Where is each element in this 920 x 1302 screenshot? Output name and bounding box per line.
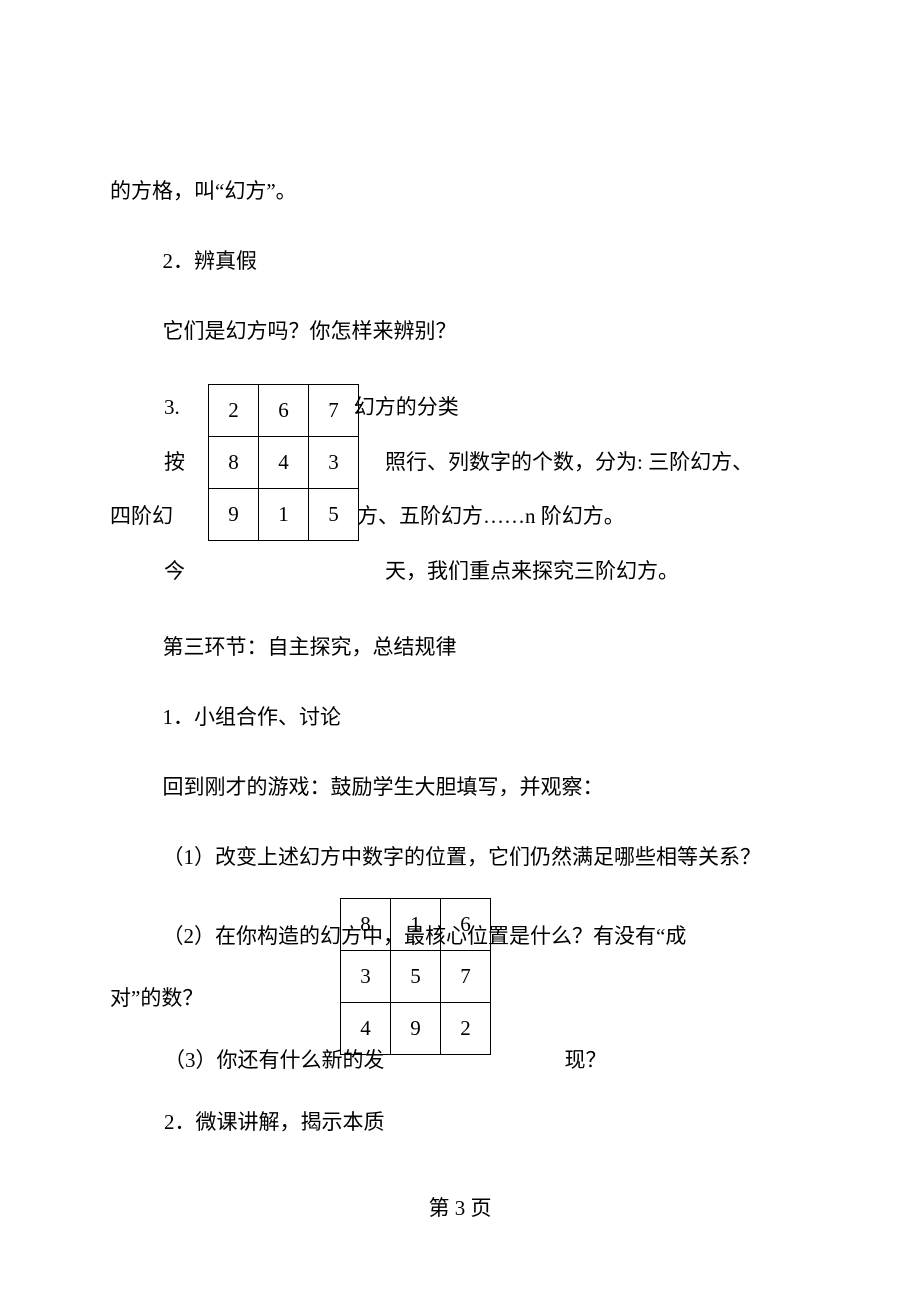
cell: 3: [309, 437, 359, 489]
cell: 8: [341, 899, 391, 951]
text: 今: [164, 559, 185, 583]
text: 天，我们重点来探究三阶幻方。: [385, 559, 679, 583]
cell: 9: [209, 489, 259, 541]
paragraph-5: 第三环节：自主探究，总结规律: [110, 626, 810, 668]
cell: 4: [341, 1003, 391, 1055]
cell: 6: [441, 899, 491, 951]
page-number: 第 3 页: [0, 1192, 920, 1222]
cell: 1: [259, 489, 309, 541]
cell: 1: [391, 899, 441, 951]
wrap-section-2: 8 1 6 3 5 7 4 9 2 （2）在你构造的幻方中，最核心位置是什么？有…: [110, 906, 810, 1154]
text: 方、五阶幻方……n 阶幻方。: [357, 504, 625, 528]
cell: 7: [441, 951, 491, 1003]
page-content: 的方格，叫“幻方”。 2．辨真假 它们是幻方吗？你怎样来辨别？ 2 6 7 8 …: [0, 0, 920, 1242]
magic-square-2: 8 1 6 3 5 7 4 9 2: [340, 898, 491, 1055]
text: 现？: [565, 1048, 607, 1072]
paragraph-7: 回到刚才的游戏：鼓励学生大胆填写，并观察：: [110, 766, 810, 808]
text: 2．微课讲解，揭示本质: [164, 1110, 385, 1134]
text: 照行、列数字的个数，分为: 三阶幻方、: [385, 450, 753, 474]
paragraph-6: 1．小组合作、讨论: [110, 696, 810, 738]
cell: 8: [209, 437, 259, 489]
cell: 5: [309, 489, 359, 541]
text: 按: [164, 450, 185, 474]
magic-square-1: 2 6 7 8 4 3 9 1 5: [208, 384, 359, 541]
text: 四阶幻: [110, 504, 173, 528]
text: 3.: [164, 395, 180, 419]
cell: 9: [391, 1003, 441, 1055]
cell: 7: [309, 385, 359, 437]
cell: 6: [259, 385, 309, 437]
cell: 3: [341, 951, 391, 1003]
cell: 2: [441, 1003, 491, 1055]
cell: 2: [209, 385, 259, 437]
paragraph-3: 它们是幻方吗？你怎样来辨别？: [110, 310, 810, 352]
wrap-section-1: 2 6 7 8 4 3 9 1 5 3. 幻方的分类 按 照行、列数字的个数，分为:…: [110, 380, 810, 598]
paragraph-8: （1）改变上述幻方中数字的位置，它们仍然满足哪些相等关系？: [110, 836, 810, 878]
text: 对”的数？: [110, 986, 203, 1010]
paragraph-1: 的方格，叫“幻方”。: [110, 170, 810, 212]
cell: 5: [391, 951, 441, 1003]
cell: 4: [259, 437, 309, 489]
text: 幻方的分类: [354, 395, 459, 419]
paragraph-2: 2．辨真假: [110, 240, 810, 282]
